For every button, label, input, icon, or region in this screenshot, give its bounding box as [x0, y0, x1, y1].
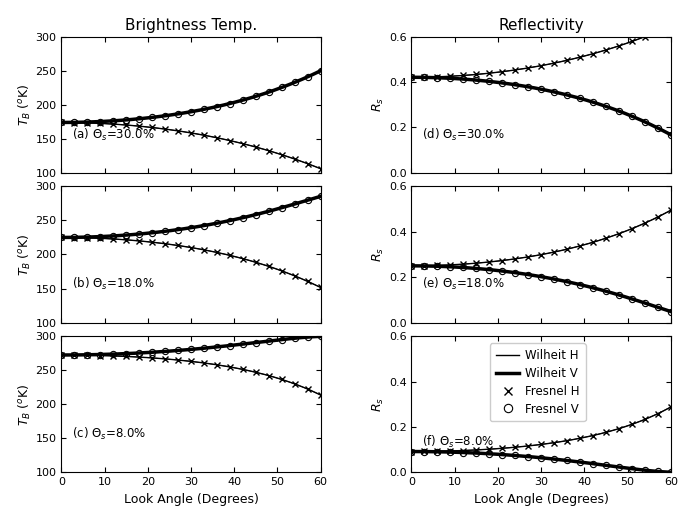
- X-axis label: Look Angle (Degrees): Look Angle (Degrees): [474, 493, 609, 506]
- Y-axis label: $R_s$: $R_s$: [371, 247, 386, 262]
- Legend: Wilheit H, Wilheit V, Fresnel H, Fresnel V: Wilheit H, Wilheit V, Fresnel H, Fresnel…: [490, 343, 586, 421]
- Text: (e) $\Theta_s$=18.0%: (e) $\Theta_s$=18.0%: [422, 276, 505, 292]
- Y-axis label: $T_B$ ($^o$K): $T_B$ ($^o$K): [16, 84, 33, 126]
- Text: (c) $\Theta_s$=8.0%: (c) $\Theta_s$=8.0%: [72, 426, 146, 442]
- Y-axis label: $R_s$: $R_s$: [371, 397, 386, 412]
- Title: Reflectivity: Reflectivity: [498, 18, 584, 32]
- Y-axis label: $T_B$ ($^o$K): $T_B$ ($^o$K): [16, 233, 33, 276]
- Y-axis label: $T_B$ ($^o$K): $T_B$ ($^o$K): [16, 383, 33, 425]
- X-axis label: Look Angle (Degrees): Look Angle (Degrees): [123, 493, 258, 506]
- Text: (b) $\Theta_s$=18.0%: (b) $\Theta_s$=18.0%: [72, 276, 155, 292]
- Text: (f) $\Theta_s$=8.0%: (f) $\Theta_s$=8.0%: [422, 434, 494, 450]
- Text: (a) $\Theta_s$=30.0%: (a) $\Theta_s$=30.0%: [72, 126, 155, 143]
- Text: (d) $\Theta_s$=30.0%: (d) $\Theta_s$=30.0%: [422, 126, 505, 143]
- Title: Brightness Temp.: Brightness Temp.: [125, 18, 257, 32]
- Y-axis label: $R_s$: $R_s$: [371, 97, 386, 112]
